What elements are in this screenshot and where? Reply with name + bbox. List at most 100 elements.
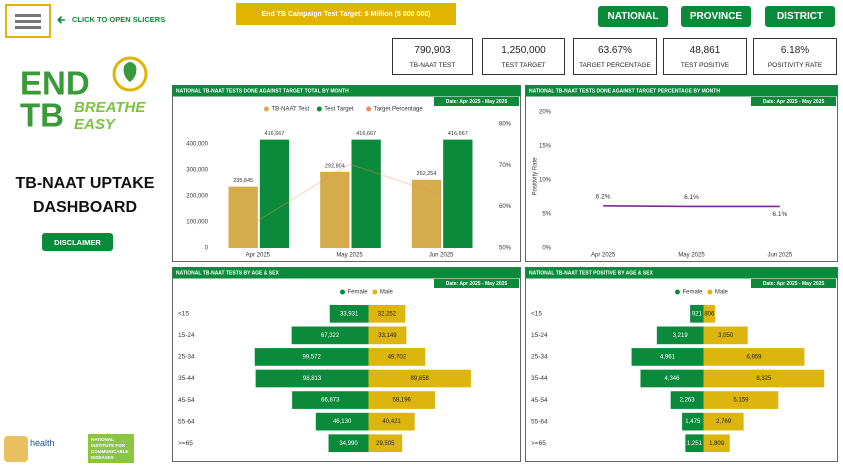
bar [703,434,730,453]
disclaimer-button[interactable]: DISCLAIMER [42,233,113,251]
legend-swatch [675,289,680,295]
data-label: 416,667 [356,131,376,137]
y-tick-label: 25-34 [531,354,548,361]
y-tick-label: 20% [539,109,552,115]
data-label: 66,873 [321,398,340,404]
arrow-icon: 🡰 [57,15,66,26]
bar [368,326,407,345]
data-label: 416,667 [265,131,285,137]
data-label: 235,845 [233,178,253,184]
y-tick-label: >=65 [178,440,193,447]
menu-line [15,20,41,23]
chart-title: NATIONAL TB-NAAT TESTS BY AGE & SEX [176,270,279,276]
data-label: 4,961 [660,355,676,361]
nav-button[interactable]: NATIONAL [598,6,668,27]
data-label: 67,322 [321,333,340,339]
x-tick-label: Apr 2025 [246,253,271,259]
date-label: Date: Apr 2025 - May 2025 [446,281,508,287]
bar [656,326,704,345]
legend-swatch [316,106,322,112]
legend-label: Test Target [324,107,354,113]
kpi-value: 790,903 [414,45,451,56]
bar [703,391,779,409]
chart-title: NATIONAL TB-NAAT TEST POSITIVE BY AGE & … [529,270,654,276]
bar [368,304,406,323]
panel-header [172,85,521,97]
legend-label: Male [380,290,394,296]
bar [703,304,716,323]
bar [703,348,805,366]
y-tick-label: 15-24 [178,332,195,339]
y-tick-label: 300,000 [186,168,208,174]
menu-line [15,26,41,29]
kpi-label: POSITIVITY RATE [767,62,823,69]
panel-header [525,267,838,279]
kpi-value: 1,250,000 [501,45,546,56]
data-label: 46,130 [333,419,352,425]
y-tick-label: 35-44 [178,375,195,382]
menu-line [15,14,41,17]
data-label: 89,658 [411,376,430,382]
line [603,204,780,208]
bar [254,348,369,366]
x-tick-label: Jun 2025 [767,253,792,259]
bar [292,391,369,409]
data-label: 1,251 [687,441,703,447]
data-label: 292,804 [325,163,345,169]
logo-text: EASY [74,116,117,133]
y2-tick-label: 60% [499,204,512,210]
bar [228,186,258,248]
y-tick-label: <15 [531,311,542,318]
legend-label: TB-NAAT Test [272,107,310,113]
y2-tick-label: 70% [499,163,512,169]
legend-label: Male [715,290,729,296]
logo-text: END [20,65,90,102]
logo-lungs [123,62,137,82]
data-label: 6.1% [772,211,787,218]
x-tick-label: May 2025 [678,253,705,259]
data-label: 806 [704,311,715,317]
data-label: 32,252 [378,311,397,317]
y-tick-label: 55-64 [178,418,195,425]
health-logo: health [30,438,55,448]
bar [291,326,369,345]
bar [703,412,744,431]
date-label: Date: Apr 2025 - May 2025 [763,281,825,287]
menu-button[interactable] [5,4,51,38]
data-label: 1,809 [709,441,725,447]
bar [443,139,473,248]
y-tick-label: 10% [539,177,552,183]
nav-button[interactable]: DISTRICT [765,6,835,27]
kpi-card: 790,903 TB-NAAT TEST [392,38,473,75]
y-tick-label: 5% [542,212,551,218]
y2-tick-label: 80% [499,122,512,128]
kpi-label: TB-NAAT TEST [409,62,456,69]
date-pill [434,97,519,106]
bar [329,304,369,323]
bar [670,391,704,409]
data-label: 40,421 [382,419,401,425]
bar [368,434,403,453]
data-label: 98,813 [303,376,322,382]
panel-border [525,85,838,262]
slicer-hint: CLICK TO OPEN SLICERS [72,15,166,24]
legend-label: Female [683,290,704,296]
legend-swatch [372,289,378,295]
date-pill [751,97,836,106]
data-label: 3,219 [673,333,689,339]
nav-button[interactable]: PROVINCE [681,6,751,27]
bar [685,434,704,453]
legend-label: Target Percentage [374,107,424,113]
bar [703,326,748,345]
bar [690,304,704,323]
bar [411,179,442,248]
data-label: 416,667 [448,131,468,137]
bar [351,139,381,248]
bar [259,139,290,248]
kpi-label: TEST POSITIVE [680,62,730,69]
campaign-banner: End TB Campaign Test Target: 5 Million (… [236,3,456,25]
kpi-card: 6.18% POSITIVITY RATE [753,38,837,75]
data-label: 99,572 [302,355,321,361]
data-label: 2,769 [716,419,732,425]
y-tick-label: 0 [205,246,209,252]
